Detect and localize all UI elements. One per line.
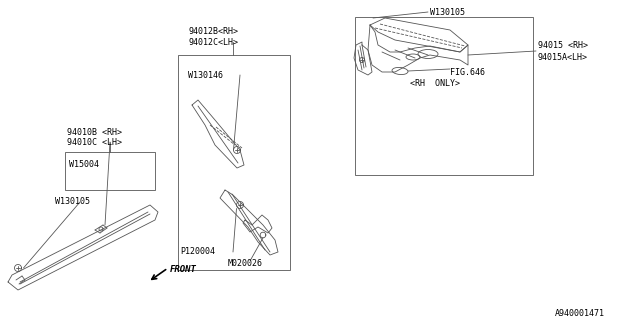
Text: M020026: M020026 xyxy=(228,260,263,268)
Text: 94010C <LH>: 94010C <LH> xyxy=(67,138,122,147)
Text: W130146: W130146 xyxy=(188,70,223,79)
Text: FIG.646: FIG.646 xyxy=(450,68,485,76)
Text: 94012B<RH>: 94012B<RH> xyxy=(188,27,238,36)
Bar xyxy=(178,55,290,270)
Text: 94015 <RH>: 94015 <RH> xyxy=(538,41,588,50)
Text: 94010B <RH>: 94010B <RH> xyxy=(67,127,122,137)
Bar xyxy=(355,17,533,175)
Bar xyxy=(65,152,155,190)
Text: W130105: W130105 xyxy=(55,197,90,206)
Text: W15004: W15004 xyxy=(69,159,99,169)
Text: 94015A<LH>: 94015A<LH> xyxy=(538,52,588,61)
Text: <RH  ONLY>: <RH ONLY> xyxy=(410,78,460,87)
Text: W130105: W130105 xyxy=(430,7,465,17)
Text: FRONT: FRONT xyxy=(170,266,197,275)
Text: A940001471: A940001471 xyxy=(555,308,605,317)
Text: P120004: P120004 xyxy=(180,247,215,257)
Text: 94012C<LH>: 94012C<LH> xyxy=(188,37,238,46)
